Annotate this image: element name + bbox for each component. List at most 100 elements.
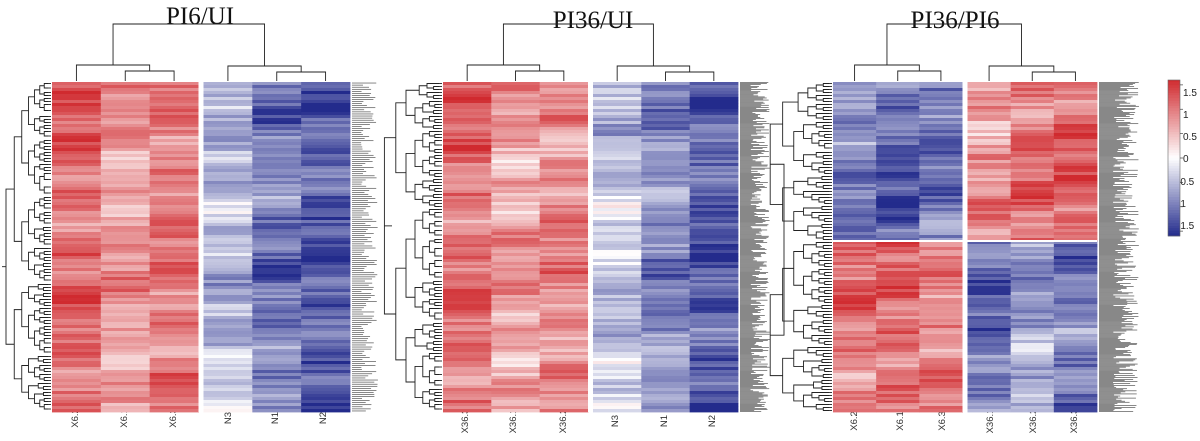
heatmap-cell <box>100 103 151 107</box>
heatmap-cell <box>876 262 920 266</box>
heatmap-cell <box>1053 244 1098 248</box>
heatmap-cell <box>967 145 1012 149</box>
heatmap-cell <box>539 343 589 347</box>
heatmap-cell <box>443 91 492 95</box>
heatmap-cell <box>301 184 351 188</box>
heatmap-cell <box>149 352 199 356</box>
heatmap-cell <box>641 124 691 128</box>
heatmap-cell <box>593 85 642 89</box>
heatmap-cell <box>539 334 589 338</box>
heatmap-cell <box>689 292 739 296</box>
heatmap-cell <box>443 121 492 125</box>
heatmap-cell <box>641 193 691 197</box>
heatmap-cell <box>149 253 199 257</box>
heatmap-cell <box>443 352 492 356</box>
heatmap-cell <box>52 385 102 389</box>
heatmap-cell <box>1010 376 1055 380</box>
dendrogram-branch <box>422 211 430 229</box>
colorbar-swatch <box>1168 106 1180 109</box>
heatmap-cell <box>443 265 492 269</box>
heatmap-cell <box>149 280 199 284</box>
heatmap-cell <box>689 298 739 302</box>
colorbar-swatch <box>1168 189 1180 193</box>
heatmap-cell <box>1053 367 1098 371</box>
heatmap-cell <box>593 163 642 167</box>
heatmap-cell <box>149 292 199 296</box>
heatmap-cell <box>149 181 199 185</box>
dendrogram-branch <box>426 92 439 98</box>
heatmap-cell <box>301 277 351 281</box>
heatmap-cell <box>967 325 1012 329</box>
heatmap-cell <box>641 298 691 302</box>
heatmap-cell <box>833 403 877 407</box>
heatmap-cell <box>967 103 1012 107</box>
dendrogram-branch <box>43 386 48 390</box>
heatmap-cell <box>919 340 963 344</box>
heatmap-cell <box>100 331 151 335</box>
heatmap-cell <box>52 253 102 257</box>
dendrogram-branch <box>34 166 40 184</box>
heatmap-cell <box>919 250 963 254</box>
heatmap-cell <box>252 181 302 185</box>
heatmap-cell <box>100 220 151 224</box>
heatmap-cell <box>443 112 492 116</box>
heatmap-cell <box>203 307 253 311</box>
heatmap-cell <box>100 118 151 122</box>
heatmap-cell <box>1010 139 1055 143</box>
heatmap-cell <box>443 235 492 239</box>
heatmap-cell <box>539 376 589 380</box>
heatmap-cell <box>641 112 691 116</box>
dendrogram-branch <box>434 230 439 236</box>
heatmap-cell <box>876 355 920 359</box>
heatmap-cell <box>876 166 920 170</box>
heatmap-cell <box>52 115 102 119</box>
dendrogram-branch <box>818 131 829 137</box>
colorbar-swatch <box>1168 204 1180 208</box>
dendrogram-branch <box>818 296 829 302</box>
heatmap-cell <box>100 241 151 245</box>
heatmap-cell <box>876 115 920 119</box>
heatmap-cell <box>593 100 642 104</box>
heatmap-cell <box>301 187 351 191</box>
heatmap-cell <box>539 127 589 131</box>
heatmap-cell <box>689 241 739 245</box>
heatmap-cell <box>1010 208 1055 212</box>
heatmap-cell <box>1053 157 1098 161</box>
heatmap-cell <box>252 325 302 329</box>
heatmap-cell <box>100 127 151 131</box>
heatmap-cell <box>539 163 589 167</box>
heatmap-cell <box>967 355 1012 359</box>
colorbar-swatch <box>1168 225 1180 229</box>
heatmap-cell <box>967 199 1012 203</box>
heatmap-cell <box>100 385 151 389</box>
colorbar-swatch <box>1168 171 1180 174</box>
heatmap-cell <box>593 130 642 134</box>
dendrogram-branch <box>39 252 45 260</box>
heatmap-cell <box>52 274 102 278</box>
heatmap-cell <box>443 373 492 377</box>
heatmap-cell <box>919 142 963 146</box>
panel-title-pi36-ui: PI36/UI <box>553 7 634 34</box>
heatmap-cell <box>100 307 151 311</box>
heatmap-cell <box>876 214 920 218</box>
heatmap-cell <box>539 298 589 302</box>
heatmap-cell <box>491 160 541 164</box>
heatmap-cell <box>1010 370 1055 374</box>
heatmap-cell <box>967 109 1012 113</box>
heatmap-cell <box>689 181 739 185</box>
heatmap-cell <box>967 118 1012 122</box>
heatmap-cell <box>689 220 739 224</box>
dendrogram-branch <box>822 116 829 120</box>
heatmap-cell <box>149 88 199 92</box>
heatmap-cell <box>539 214 589 218</box>
dendrogram-branch <box>34 118 40 131</box>
heatmap-cell <box>443 151 492 155</box>
heatmap-cell <box>100 178 151 182</box>
heatmap-cell <box>876 328 920 332</box>
heatmap-cell <box>301 157 351 161</box>
heatmap-cell <box>52 211 102 215</box>
heatmap-cell <box>539 226 589 230</box>
heatmap-cell <box>149 409 199 413</box>
heatmap-cell <box>689 166 739 170</box>
heatmap-cell <box>149 268 199 272</box>
